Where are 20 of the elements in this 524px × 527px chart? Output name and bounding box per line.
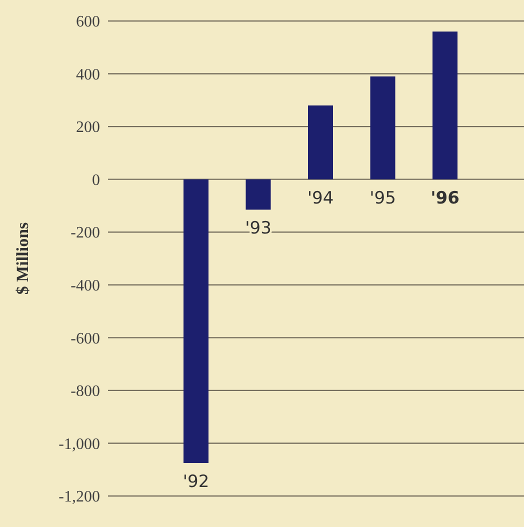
y-tick-label: 200	[76, 119, 100, 136]
x-tick-label: '94	[307, 188, 334, 208]
x-tick-label: '96	[430, 188, 460, 208]
y-tick-label: 600	[76, 14, 100, 31]
bar	[308, 105, 333, 180]
y-tick-label: -400	[70, 277, 100, 294]
y-tick-label: -1,000	[58, 436, 100, 453]
x-tick-label: '95	[370, 188, 396, 208]
y-tick-label: -1,200	[58, 488, 100, 506]
y-tick-label: 0	[92, 172, 100, 189]
bar	[246, 179, 271, 210]
y-tick-label: -200	[70, 224, 100, 242]
bar	[184, 179, 208, 464]
x-tick-label: '92	[182, 472, 210, 492]
bar	[370, 76, 396, 180]
y-tick-label: 400	[76, 66, 100, 84]
y-tick-label: -600	[70, 330, 100, 348]
bar	[432, 32, 458, 180]
y-axis-title: $ Millions	[13, 222, 32, 295]
y-tick-label: -800	[70, 383, 100, 400]
